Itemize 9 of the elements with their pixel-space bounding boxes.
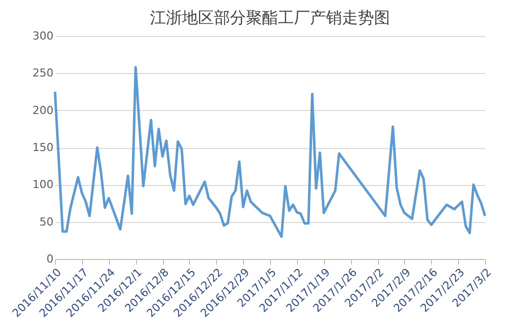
y-tick-label: 300 [32, 30, 54, 42]
y-tick-label: 50 [40, 215, 54, 228]
chart-title: 江浙地区部分聚酯工厂产销走势图 [150, 8, 390, 27]
y-tick-label: 200 [32, 104, 54, 117]
y-tick-label: 250 [32, 66, 54, 80]
y-tick-label: 150 [32, 141, 54, 154]
y-tick-label: 0 [46, 252, 54, 266]
y-tick-label: 100 [32, 178, 54, 192]
line-series [54, 66, 486, 238]
